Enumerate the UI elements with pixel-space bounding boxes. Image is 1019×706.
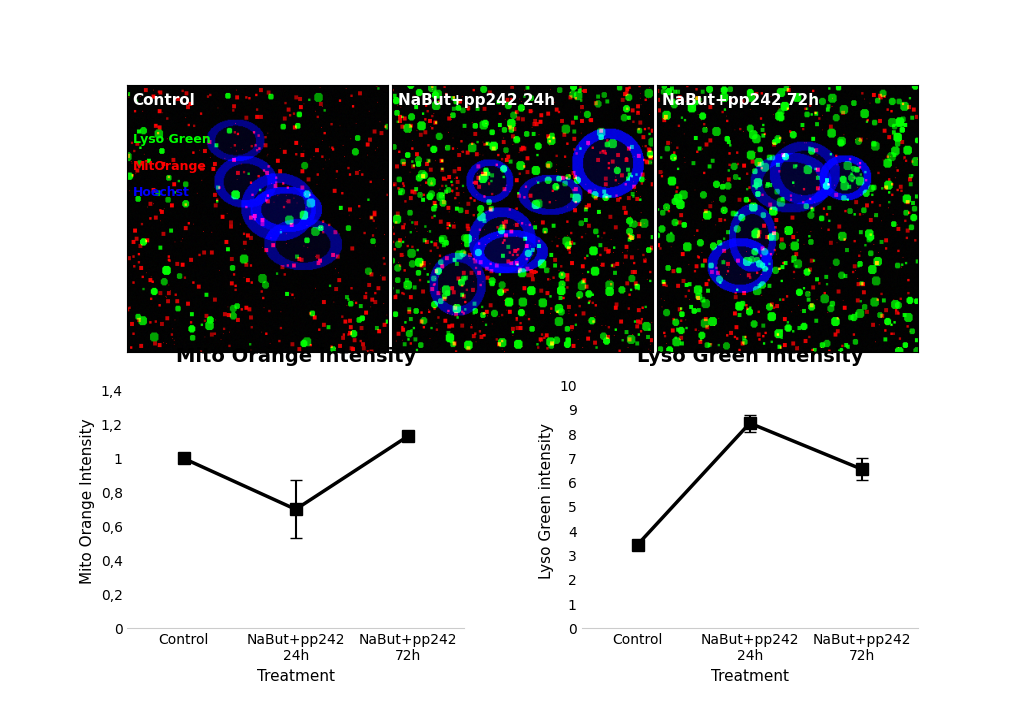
X-axis label: Treatment: Treatment	[257, 669, 334, 684]
Title: Mito Orange intensity: Mito Orange intensity	[175, 347, 416, 366]
Text: NaBut+pp242 24h: NaBut+pp242 24h	[397, 92, 554, 108]
Text: NaBut+pp242 72h: NaBut+pp242 72h	[661, 92, 818, 108]
Title: Lyso Green Intensity: Lyso Green Intensity	[636, 347, 862, 366]
Text: Lyso Green: Lyso Green	[132, 133, 210, 146]
Y-axis label: Lyso Green intensity: Lyso Green intensity	[538, 423, 553, 579]
X-axis label: Treatment: Treatment	[710, 669, 788, 684]
Text: Control: Control	[132, 92, 196, 108]
Text: MitOrange: MitOrange	[132, 160, 207, 173]
Y-axis label: Mito Orange Intensity: Mito Orange Intensity	[81, 418, 95, 584]
Text: Hoechst: Hoechst	[132, 186, 190, 200]
